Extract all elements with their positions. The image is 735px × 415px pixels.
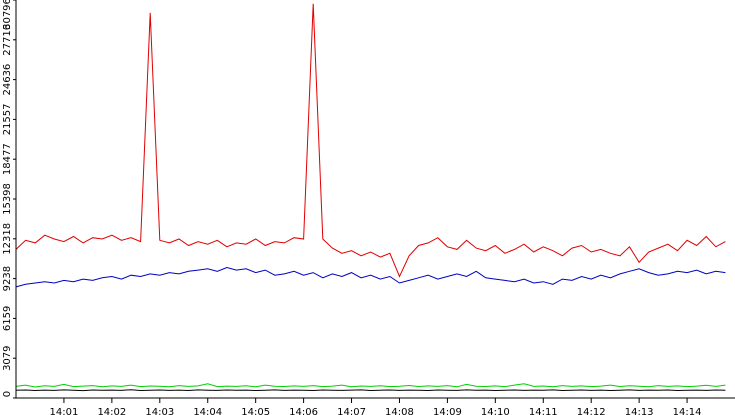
- y-tick-label: 12318: [2, 223, 13, 255]
- x-tick-label: 14:02: [97, 407, 126, 415]
- x-tick-label: 14:14: [673, 407, 702, 415]
- x-tick-label: 14:08: [385, 407, 414, 415]
- x-tick-label: 14:13: [625, 407, 654, 415]
- y-tick-label: 0: [2, 391, 13, 397]
- x-tick-label: 14:11: [529, 407, 558, 415]
- x-tick-label: 14:12: [577, 407, 606, 415]
- x-tick-label: 14:07: [337, 407, 366, 415]
- y-tick-label: 27716: [2, 24, 13, 56]
- series-line: [15, 266, 726, 288]
- y-tick-label: 9238: [2, 266, 13, 291]
- x-tick-label: 14:03: [145, 407, 174, 415]
- y-tick-label: 15398: [2, 183, 13, 215]
- y-tick-label: 3079: [2, 345, 13, 370]
- series-line: [15, 389, 726, 392]
- series-line: [15, 3, 726, 278]
- series-line: [15, 383, 726, 388]
- y-tick-label: 24636: [2, 64, 13, 96]
- x-tick-label: 14:10: [481, 407, 510, 415]
- x-tick-label: 14:05: [241, 407, 270, 415]
- y-tick-label: 6159: [2, 306, 13, 331]
- y-tick-label: 21557: [2, 103, 13, 135]
- x-tick-label: 14:06: [289, 407, 318, 415]
- x-tick-label: 14:04: [193, 407, 222, 415]
- x-tick-label: 14:09: [433, 407, 462, 415]
- y-tick-label: 30796: [2, 0, 13, 30]
- y-tick-label: 18477: [2, 143, 13, 175]
- x-tick-label: 14:01: [50, 407, 79, 415]
